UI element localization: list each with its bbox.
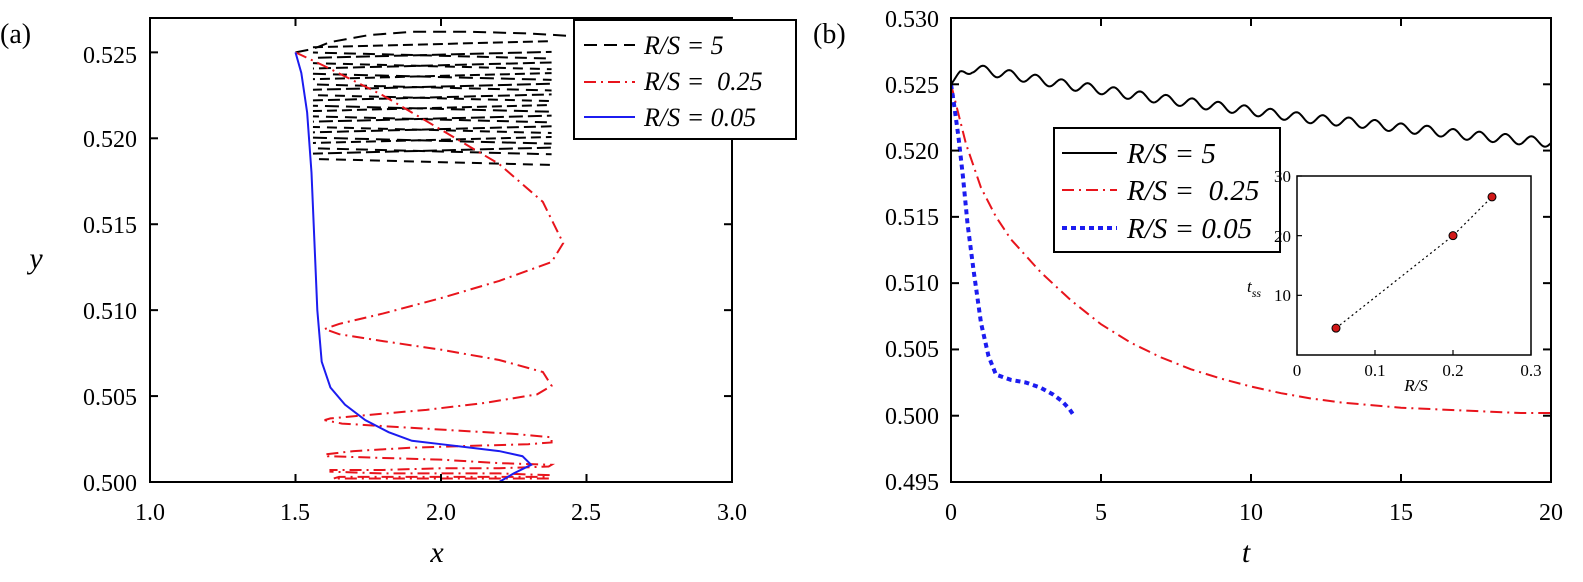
a-yaxis-label: y <box>26 242 43 275</box>
a-series-group <box>294 30 645 482</box>
a-series-rs5-band-line <box>312 115 552 124</box>
a-xtick-label: 2.0 <box>426 500 456 526</box>
b-xtick-label: 0 <box>945 500 957 526</box>
inset-data-point <box>1448 231 1458 241</box>
panel-b-tick-marks <box>950 17 1552 483</box>
a-ytick-label: 0.525 <box>83 43 137 69</box>
a-series-rs5-band-line <box>312 72 552 81</box>
a-series-rs5-band-line <box>312 93 552 102</box>
a-ytick-label: 0.510 <box>83 299 137 325</box>
panel-b-inset: 0 0.1 0.2 0.3 10 20 30 R/S tss <box>1247 167 1542 395</box>
inset-xaxis-label: R/S <box>1403 376 1428 395</box>
panel-b-legend: R/S = 5 R/S = 0.25 R/S = 0.05 <box>1053 127 1281 253</box>
inset-ytick-label: 10 <box>1274 286 1291 305</box>
a-legend-label-rs005: R/S = 0.05 <box>643 103 756 132</box>
a-series-rs5-band-line <box>312 104 552 113</box>
a-xtick-label: 1.5 <box>280 500 310 526</box>
a-ytick-label: 0.515 <box>83 213 137 239</box>
a-series-rs5-band-line <box>312 146 552 155</box>
a-series-rs5-band-line <box>312 135 552 144</box>
b-series-rs005-line <box>951 83 1076 417</box>
inset-tick-marks <box>1296 175 1532 355</box>
b-series-rs5-line <box>951 64 1551 148</box>
a-legend-label-rs5: R/S = 5 <box>643 31 724 60</box>
b-legend-label-rs5: R/S = 5 <box>1126 138 1216 170</box>
panel-a-plot-series <box>294 30 645 482</box>
a-series-rs5-band-line <box>312 94 552 103</box>
panel-b-plot-series <box>951 64 1551 417</box>
b-series-group <box>951 64 1551 417</box>
inset-yaxis-label-sub: ss <box>1252 286 1262 300</box>
panel-b: (b) 0.495 0.500 0.505 0.510 0.515 0.520 … <box>813 7 1563 569</box>
b-ytick-label: 0.500 <box>885 404 939 430</box>
a-series-rs5-band-line <box>312 72 552 81</box>
a-xtick-label: 2.5 <box>571 500 601 526</box>
inset-xtick-label: 0 <box>1293 361 1302 380</box>
a-series-rs5-band-line <box>312 40 552 49</box>
inset-data-point <box>1331 323 1341 333</box>
inset-yaxis-label: tss <box>1247 277 1261 300</box>
a-series-rs5-line <box>295 30 645 54</box>
inset-ytick-label: 20 <box>1274 227 1291 246</box>
b-ytick-label: 0.525 <box>885 73 939 99</box>
inset-xtick-label: 0.2 <box>1442 361 1463 380</box>
a-series-rs5-band-line <box>312 61 552 70</box>
a-series-rs5-band-line <box>312 51 552 60</box>
a-series-rs005-line <box>294 52 533 482</box>
panel-a: (a) 0.500 0.505 0.510 0.515 0.520 0.525 … <box>0 17 797 569</box>
b-xaxis-label: t <box>1242 536 1251 569</box>
b-ytick-label: 0.505 <box>885 337 939 363</box>
a-series-rs5-band-line <box>312 125 552 134</box>
inset-fit-line <box>1335 196 1493 329</box>
b-legend-label-rs005: R/S = 0.05 <box>1126 213 1252 245</box>
inset-plot <box>1331 192 1497 333</box>
inset-ytick-label: 30 <box>1274 167 1291 186</box>
b-xtick-label: 5 <box>1095 500 1107 526</box>
a-ytick-label: 0.520 <box>83 127 137 153</box>
inset-xtick-label: 0.3 <box>1520 361 1541 380</box>
a-ytick-label: 0.500 <box>83 471 137 497</box>
inset-data-point <box>1487 192 1497 202</box>
a-xtick-label: 3.0 <box>717 500 747 526</box>
a-series-rs5-band-line <box>312 136 552 145</box>
a-series-rs5-band-line <box>312 157 552 166</box>
panel-a-legend: R/S = 5 R/S = 0.25 R/S = 0.05 <box>573 19 797 140</box>
a-legend-label-rs025: R/S = 0.25 <box>643 67 763 96</box>
inset-xtick-label: 0.1 <box>1364 361 1385 380</box>
b-xtick-label: 15 <box>1389 500 1413 526</box>
b-ytick-label: 0.530 <box>885 7 939 33</box>
panel-a-label: (a) <box>0 19 31 50</box>
inset-yaxis-label-main: t <box>1247 277 1253 296</box>
b-ytick-label: 0.515 <box>885 205 939 231</box>
b-xtick-label: 10 <box>1239 500 1263 526</box>
a-xtick-label: 1.0 <box>135 500 165 526</box>
panel-b-label: (b) <box>813 19 846 50</box>
a-series-rs5-band-line <box>312 82 552 91</box>
b-legend-label-rs025: R/S = 0.25 <box>1126 175 1259 207</box>
a-series-rs5-band-line <box>312 50 552 59</box>
b-ytick-label: 0.510 <box>885 271 939 297</box>
a-series-rs5-band-line <box>312 114 552 123</box>
b-ytick-label: 0.495 <box>885 470 939 496</box>
a-legend-box <box>573 19 797 140</box>
b-xtick-label: 20 <box>1539 500 1563 526</box>
b-ytick-label: 0.520 <box>885 139 939 165</box>
a-series-rs025-line <box>295 51 565 480</box>
a-ytick-label: 0.505 <box>83 385 137 411</box>
a-xaxis-label: x <box>429 536 444 569</box>
